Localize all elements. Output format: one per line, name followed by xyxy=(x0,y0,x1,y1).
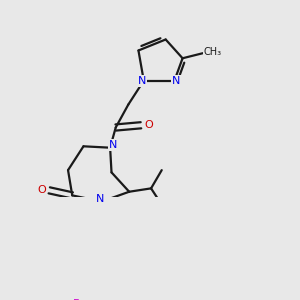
Text: O: O xyxy=(37,185,46,195)
Text: N: N xyxy=(138,76,147,86)
Text: N: N xyxy=(96,194,104,204)
Text: CH₃: CH₃ xyxy=(203,47,222,57)
Text: O: O xyxy=(144,120,153,130)
Text: N: N xyxy=(172,76,180,86)
Text: N: N xyxy=(109,140,118,150)
Text: F: F xyxy=(73,299,80,300)
